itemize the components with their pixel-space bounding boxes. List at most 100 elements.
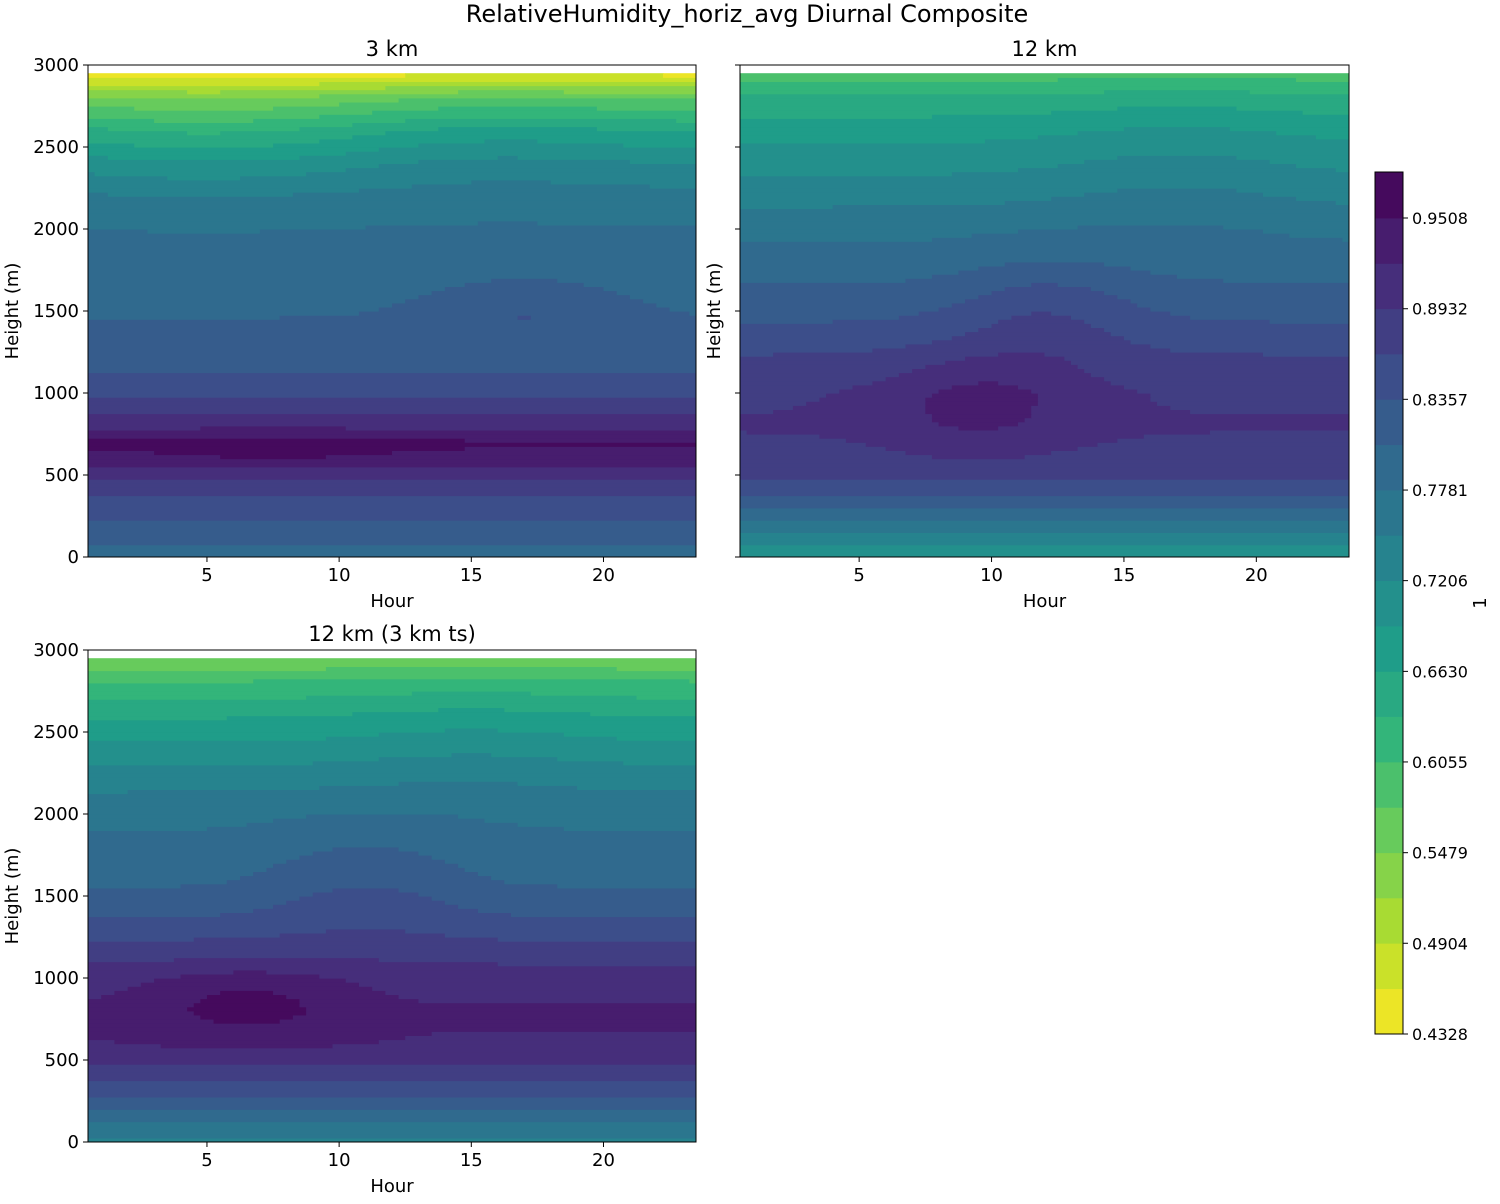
contour-cell	[88, 912, 221, 918]
contour-cell	[88, 520, 696, 525]
contour-cell	[101, 994, 208, 1000]
contour-cell	[398, 846, 696, 852]
contour-cell	[938, 388, 1032, 394]
contour-cell	[299, 855, 433, 860]
contour-cell	[464, 438, 696, 443]
contour-cell	[444, 932, 696, 938]
contour-cell	[88, 261, 696, 267]
contour-cell	[88, 994, 102, 1000]
contour-cell	[88, 859, 287, 864]
contour-cell	[88, 384, 696, 390]
colorbar-label: 1	[1470, 597, 1491, 608]
contour-cell	[740, 401, 807, 406]
contour-cell	[88, 216, 696, 222]
contour-cell	[1004, 200, 1337, 205]
contour-cell	[88, 446, 466, 451]
contour-cell	[1090, 286, 1349, 292]
contour-cell	[154, 118, 254, 123]
contour-cell	[88, 670, 696, 676]
contour-cell	[88, 699, 696, 704]
contour-cell	[438, 707, 505, 713]
contour-cell	[88, 167, 347, 173]
contour-cell	[740, 552, 1349, 557]
contour-cell	[88, 662, 696, 667]
contour-cell	[1004, 286, 1092, 292]
contour-cell	[740, 511, 1349, 517]
contour-cell	[88, 372, 696, 378]
contour-cell	[1077, 130, 1277, 136]
contour-cell	[832, 204, 1349, 210]
x-axis-label: Hour	[1023, 591, 1067, 612]
contour-cell	[88, 241, 696, 246]
contour-cell	[905, 343, 1152, 349]
contour-cell	[740, 520, 1349, 525]
contour-cell	[358, 311, 690, 316]
contour-cell	[253, 908, 479, 913]
contour-cell	[266, 867, 466, 872]
contour-cell	[740, 114, 933, 119]
colorbar-tick-label: 0.9508	[1412, 209, 1468, 228]
y-tick-label: 1500	[33, 886, 79, 907]
contour-cell	[88, 920, 696, 926]
x-tick-label: 5	[853, 565, 864, 586]
contour-cell	[345, 151, 696, 156]
contour-cell	[88, 532, 696, 538]
contour-cell	[1084, 192, 1264, 197]
contour-cell	[385, 130, 696, 136]
contour-cell	[88, 511, 696, 517]
contour-cell	[451, 752, 492, 758]
contour-cell	[418, 142, 624, 148]
contour-cell	[88, 311, 360, 316]
contour-cell	[88, 773, 696, 778]
y-tick-label: 0	[68, 1132, 79, 1153]
contour-cell	[306, 695, 638, 700]
panels-layer: 5 10 15 20 0 500 1000 1500 2000 2500 3000 3 km Hour H…	[2, 37, 1350, 1197]
contour-cell	[392, 450, 696, 456]
x-tick-label: 15	[460, 1150, 483, 1171]
contour-cell	[1031, 311, 1052, 316]
contour-cell	[740, 393, 827, 398]
contour-cell	[312, 760, 624, 766]
contour-cell	[978, 294, 1118, 300]
figure-title: RelativeHumidity_horiz_avg Diurnal Compo…	[466, 0, 1029, 28]
contour-cell	[1335, 167, 1349, 173]
contour-cell	[88, 479, 696, 484]
contour-cell	[1150, 393, 1349, 398]
contour-cell	[1057, 77, 1297, 82]
contour-cell	[88, 777, 696, 782]
contour-cell	[458, 904, 696, 909]
contour-cell	[88, 1101, 696, 1106]
contour-cell	[88, 298, 406, 304]
contour-cell	[88, 114, 320, 119]
contour-cell	[431, 896, 696, 901]
contour-cell	[88, 536, 696, 542]
contour-cell	[114, 1039, 380, 1045]
contour-cell	[319, 138, 486, 144]
x-tick-label: 20	[1245, 565, 1268, 586]
contour-cell	[88, 707, 439, 713]
x-tick-label: 10	[328, 1150, 351, 1171]
contour-cell	[273, 990, 386, 995]
contour-cell	[958, 425, 999, 431]
contour-cell	[1024, 417, 1349, 423]
contour-cell	[623, 760, 696, 766]
contour-cell	[187, 89, 221, 95]
contour-cell	[740, 229, 1019, 234]
contour-cell	[1150, 343, 1349, 349]
contour-cell	[88, 1121, 696, 1127]
contour-cell	[1170, 311, 1349, 316]
contour-cell	[740, 388, 840, 394]
contour-cell	[998, 352, 1046, 357]
contour-cell	[965, 331, 1112, 337]
contour-cell	[88, 916, 696, 922]
x-axis-label: Hour	[370, 1176, 414, 1197]
contour-cell	[88, 986, 129, 991]
contour-cell	[925, 364, 1079, 369]
contour-cell	[88, 691, 413, 696]
colorbar-band	[1375, 308, 1403, 355]
contour-cell	[603, 286, 696, 292]
contour-cell	[88, 928, 327, 934]
colorbar-tick-label: 0.7206	[1412, 572, 1468, 591]
contour-cell	[88, 188, 360, 193]
contour-cell	[88, 229, 149, 234]
